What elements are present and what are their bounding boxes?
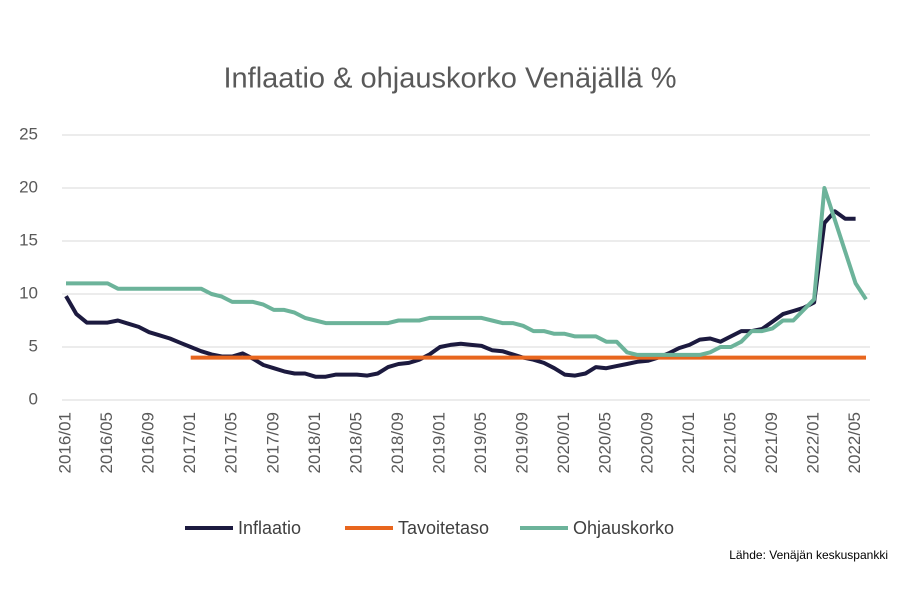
x-tick-label: 2021/01 xyxy=(679,412,698,473)
y-tick-label: 20 xyxy=(19,177,38,196)
y-tick-label: 25 xyxy=(19,124,38,143)
x-tick-label: 2016/01 xyxy=(55,412,74,473)
x-tick-label: 2016/09 xyxy=(139,412,158,473)
x-tick-label: 2020/01 xyxy=(554,412,573,473)
y-tick-label: 0 xyxy=(29,389,38,408)
y-tick-label: 10 xyxy=(19,283,38,302)
y-tick-label: 15 xyxy=(19,230,38,249)
x-tick-label: 2018/01 xyxy=(305,412,324,473)
series-line xyxy=(66,186,868,357)
chart-title: Inflaatio & ohjauskorko Venäjällä % xyxy=(223,63,676,95)
legend-label: Inflaatio xyxy=(238,518,301,538)
x-tick-label: 2017/01 xyxy=(180,412,199,473)
x-tick-label: 2016/05 xyxy=(97,412,116,473)
x-tick-label: 2021/09 xyxy=(762,412,781,473)
x-tick-label: 2019/09 xyxy=(513,412,532,473)
legend-label: Tavoitetaso xyxy=(398,518,489,538)
x-tick-label: 2020/09 xyxy=(637,412,656,473)
x-tick-label: 2019/01 xyxy=(430,412,449,473)
x-tick-label: 2019/05 xyxy=(471,412,490,473)
x-tick-label: 2017/05 xyxy=(222,412,241,473)
x-tick-label: 2018/05 xyxy=(346,412,365,473)
x-tick-label: 2020/05 xyxy=(596,412,615,473)
x-tick-label: 2021/05 xyxy=(720,412,739,473)
source: Lähde: Venäjän keskuspankki xyxy=(729,548,888,562)
x-tick-label: 2018/09 xyxy=(388,412,407,473)
series-line xyxy=(64,209,856,379)
y-tick-label: 5 xyxy=(29,336,38,355)
x-tick-label: 2022/05 xyxy=(845,412,864,473)
x-tick-label: 2017/09 xyxy=(263,412,282,473)
legend-label: Ohjauskorko xyxy=(573,518,674,538)
x-tick-label: 2022/01 xyxy=(804,412,823,473)
